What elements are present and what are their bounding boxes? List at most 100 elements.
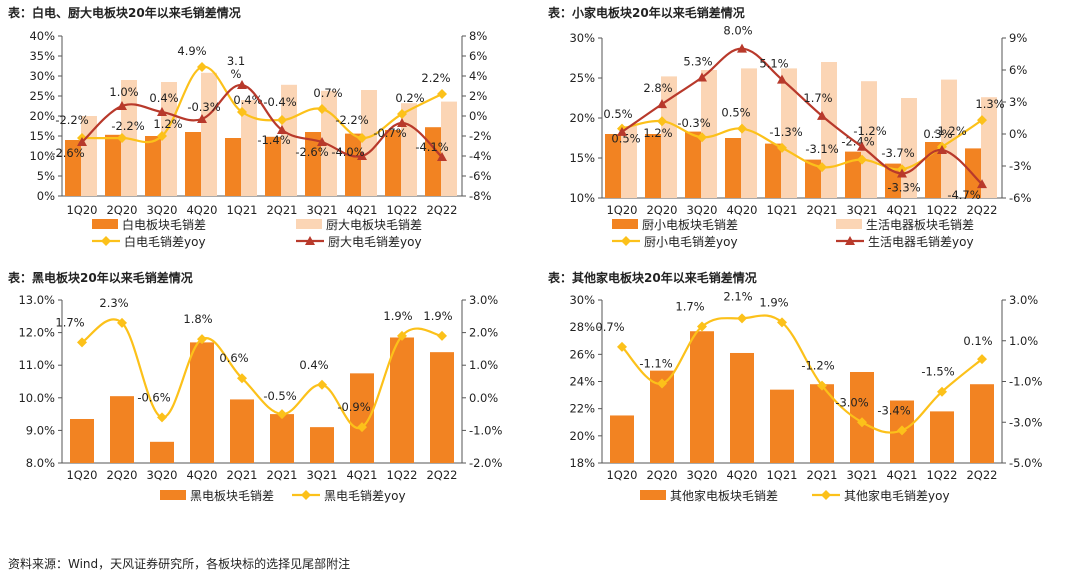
right-tick-label: -6% [1009, 191, 1031, 205]
right-tick-label: -3.0% [1009, 415, 1042, 429]
data-label: -4.1% [415, 140, 448, 154]
data-label: 1.2% [643, 126, 672, 140]
category-label: 2Q21 [806, 203, 837, 217]
data-label: -3.0% [835, 395, 868, 409]
triangle-marker [237, 80, 247, 89]
legend-triangle-marker [845, 236, 855, 245]
right-tick-label: 6% [469, 49, 487, 63]
legend-label: 生活电器板块毛销差 [866, 218, 974, 232]
data-label: -3.4% [877, 403, 910, 417]
diamond-marker [777, 142, 787, 153]
triangle-marker [857, 141, 867, 151]
bar-primary [185, 132, 201, 196]
category-label: 2Q22 [426, 468, 457, 482]
right-tick-label: 0% [469, 109, 487, 123]
data-label: 2.3% [99, 296, 128, 310]
bar-secondary [281, 84, 297, 196]
data-label: 4.9% [177, 44, 206, 58]
right-tick-label: 2.0% [469, 326, 498, 340]
diamond-marker [197, 62, 207, 72]
right-tick-label: 0.0% [469, 391, 498, 405]
left-tick-label: 22% [569, 402, 595, 416]
data-label: -0.9% [337, 400, 370, 414]
legend-label: 厨小电板块毛销差 [642, 218, 738, 232]
bar-secondary [741, 68, 757, 199]
bar-primary [645, 134, 661, 198]
data-label: 8.0% [723, 24, 752, 38]
triangle-marker [657, 99, 667, 109]
left-tick-label: 24% [569, 375, 595, 389]
diamond-marker [977, 115, 987, 126]
diamond-marker [437, 89, 447, 99]
triangle-marker [277, 125, 287, 134]
series-line [81, 83, 443, 158]
legend: 黑电板块毛销差 黑电毛销差yoy [160, 489, 406, 503]
bar-primary [390, 337, 414, 463]
left-tick-label: 11.0% [18, 358, 55, 372]
category-label: 1Q22 [386, 468, 417, 482]
legend-label: 其他家电板块毛销差 [670, 488, 778, 503]
category-label: 1Q22 [926, 203, 957, 217]
category-label: 4Q21 [346, 468, 377, 482]
diamond-marker [857, 417, 867, 428]
bar-secondary [781, 68, 797, 199]
right-tick-label: -2.0% [469, 456, 502, 470]
data-label: -0.5% [263, 389, 296, 403]
series-line [81, 318, 443, 430]
right-tick-label: 6% [1009, 63, 1027, 77]
source-note: 资料来源：Wind，天风证券研究所，各板块标的选择见尾部附注 [8, 557, 351, 571]
legend-diamond-marker [821, 490, 831, 500]
data-label: 1.7% [55, 315, 84, 329]
diamond-marker [317, 104, 327, 114]
diamond-marker [437, 330, 447, 341]
category-label: 3Q21 [306, 203, 337, 217]
left-tick-label: 8.0% [26, 456, 55, 470]
left-tick-label: 10.0% [18, 391, 55, 405]
category-label: 2Q20 [646, 203, 677, 217]
data-label: -2.6% [295, 145, 328, 159]
data-label: -4.7% [947, 188, 980, 202]
diamond-marker [237, 373, 247, 384]
diamond-marker [157, 412, 167, 423]
legend-label: 其他家电毛销差yoy [844, 488, 950, 503]
series-line [621, 47, 983, 185]
data-label: -4.0% [331, 145, 364, 159]
axes: 10% 15% 20% 25% 30% -6% -3% 0% 3% 6% 9% 1Q20 2Q20 3Q2… [569, 31, 1031, 217]
bar-secondary [701, 70, 717, 198]
bars [65, 72, 457, 196]
legend-swatch-bar [640, 490, 666, 500]
data-label: 0.4% [299, 358, 328, 372]
bar-primary [65, 140, 81, 196]
data-label: -1.1% [639, 357, 672, 371]
triangle-marker [777, 74, 787, 84]
data-label: 0.5% [603, 107, 632, 121]
category-label: 4Q21 [886, 203, 917, 217]
bars [605, 62, 997, 199]
left-tick-label: 20% [569, 111, 595, 125]
data-label: -1.2% [933, 124, 966, 138]
data-label: -3.7% [881, 146, 914, 160]
left-tick-label: 0% [37, 189, 55, 203]
diamond-marker [697, 132, 707, 143]
triangle-marker [817, 110, 827, 120]
right-tick-label: 1.0% [469, 358, 498, 372]
axes: 18% 20% 22% 24% 26% 28% 30% -5.0% -3.0% -1.0% 1.0%… [569, 293, 1042, 482]
diamond-marker [277, 409, 287, 420]
legend-swatch-bar [612, 219, 638, 229]
right-tick-label: 3.0% [469, 293, 498, 307]
data-label: 1.9% [383, 309, 412, 323]
bar-primary [845, 151, 861, 198]
bar-secondary [321, 90, 337, 196]
legend-label: 黑电板块毛销差 [190, 489, 274, 503]
data-label: -2.2% [55, 113, 88, 127]
legend-label: 生活电器毛销差yoy [868, 235, 974, 249]
data-label: -3.1% [805, 142, 838, 156]
category-label: 3Q21 [306, 468, 337, 482]
left-tick-label: 15% [569, 151, 595, 165]
right-tick-label: -6% [469, 169, 491, 183]
category-label: 3Q20 [686, 468, 717, 482]
category-label: 1Q21 [766, 203, 797, 217]
bar-primary [70, 418, 94, 463]
diamond-marker [117, 133, 127, 143]
